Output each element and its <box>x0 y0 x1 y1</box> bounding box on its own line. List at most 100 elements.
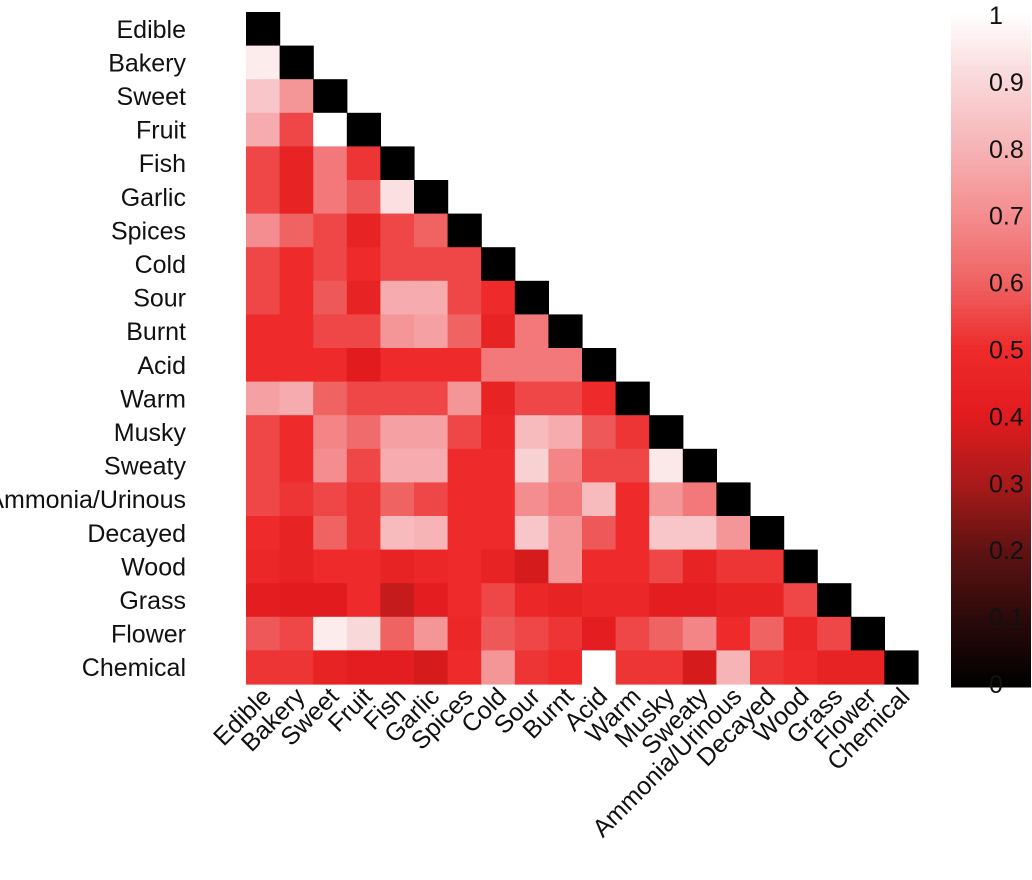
colorbar-segment <box>951 61 1031 67</box>
heatmap-cell-acid-sweet <box>313 348 348 383</box>
y-label-ammonia-urinous: Ammonia/Urinous <box>0 486 186 514</box>
heatmap-cell-bakery-edible <box>246 45 281 80</box>
heatmap-cell-sweaty-burnt <box>548 448 583 483</box>
colorbar-segment <box>951 12 1031 17</box>
heatmap-cell-wood-fruit <box>346 549 381 584</box>
heatmap-cell-musky-cold <box>481 415 516 450</box>
y-label-chemical: Chemical <box>82 654 186 682</box>
heatmap-cell-garlic-edible <box>246 180 281 215</box>
heatmap-cell-decayed-fruit <box>346 516 381 551</box>
heatmap-cell-grass-ammonia-urinous <box>716 583 751 618</box>
heatmap-cell-flower-sweet <box>313 616 348 651</box>
heatmap-cell-flower-fruit <box>346 616 381 651</box>
heatmap-cell-warm-fruit <box>346 381 381 416</box>
heatmap-cell-sour-bakery <box>279 280 314 315</box>
colorbar-tick-0-2: 0.2 <box>989 537 1024 565</box>
colorbar-segment <box>951 673 1031 679</box>
heatmap-cell-ammonia-urinous-musky <box>649 482 684 517</box>
heatmap-cells <box>246 12 919 685</box>
heatmap-cell-flower-burnt <box>548 616 583 651</box>
colorbar-segment <box>951 210 1031 215</box>
heatmap-cell-sweaty-cold <box>481 448 516 483</box>
heatmap-cell-decayed-decayed <box>750 516 785 551</box>
colorbar-segment <box>951 664 1031 670</box>
heatmap-cell-burnt-burnt <box>548 314 583 349</box>
heatmap-cell-grass-sweet <box>313 583 348 618</box>
heatmap-cell-grass-sweaty <box>682 583 717 618</box>
y-label-sweet: Sweet <box>117 83 187 111</box>
heatmap-cell-sweaty-sour <box>514 448 549 483</box>
heatmap-cell-decayed-ammonia-urinous <box>716 516 751 551</box>
colorbar-segment <box>951 619 1031 625</box>
heatmap-cell-burnt-sweet <box>313 314 348 349</box>
heatmap-cell-cold-edible <box>246 247 281 282</box>
heatmap-cell-flower-ammonia-urinous <box>716 616 751 651</box>
heatmap-cell-decayed-sour <box>514 516 549 551</box>
y-label-musky: Musky <box>114 419 187 447</box>
colorbar-segment <box>951 466 1031 472</box>
colorbar-segment <box>951 430 1031 436</box>
heatmap-cell-musky-spices <box>447 415 482 450</box>
colorbar-segment <box>951 421 1031 427</box>
colorbar-segment <box>951 385 1031 391</box>
colorbar-segment <box>951 219 1031 224</box>
colorbar-segment <box>951 484 1031 490</box>
colorbar-segment <box>951 174 1031 179</box>
colorbar-segment <box>951 651 1031 656</box>
colorbar-segment <box>951 322 1031 328</box>
heatmap-cell-decayed-fish <box>380 516 415 551</box>
colorbar-segment <box>951 192 1031 197</box>
colorbar-segment <box>951 66 1031 71</box>
heatmap-cell-sour-sweet <box>313 280 348 315</box>
colorbar-segment <box>951 390 1031 395</box>
colorbar-segment <box>951 439 1031 445</box>
heatmap-cell-decayed-spices <box>447 516 482 551</box>
heatmap-cell-grass-bakery <box>279 583 314 618</box>
heatmap-cell-sweaty-spices <box>447 448 482 483</box>
heatmap-cell-burnt-spices <box>447 314 482 349</box>
colorbar-segment <box>951 129 1031 134</box>
colorbar-segment <box>951 133 1031 139</box>
heatmap-cell-ammonia-urinous-spices <box>447 482 482 517</box>
heatmap-cell-decayed-sweet <box>313 516 348 551</box>
heatmap-cell-sweaty-musky <box>649 448 684 483</box>
colorbar-segment <box>951 268 1031 274</box>
heatmap-cell-sour-fruit <box>346 280 381 315</box>
heatmap-cell-garlic-fruit <box>346 180 381 215</box>
heatmap-cell-wood-sweet <box>313 549 348 584</box>
colorbar-segment <box>951 552 1031 557</box>
heatmap-cell-grass-sour <box>514 583 549 618</box>
colorbar-segment <box>951 381 1031 386</box>
colorbar-tick-1: 1 <box>989 2 1003 30</box>
colorbar-segment <box>951 183 1031 188</box>
colorbar-segment <box>951 300 1031 305</box>
heatmap-cell-chemical-burnt <box>548 650 583 685</box>
heatmap-cell-acid-bakery <box>279 348 314 383</box>
colorbar-tick-0-6: 0.6 <box>989 270 1024 298</box>
colorbar-segment <box>951 111 1031 116</box>
heatmap-cell-wood-acid <box>582 549 617 584</box>
heatmap-cell-sweaty-fish <box>380 448 415 483</box>
heatmap-cell-flower-sweaty <box>682 616 717 651</box>
colorbar-tick-labels: 1 0.9 0.8 0.7 0.6 0.5 0.4 0.3 0.2 0.1 0 <box>989 2 1024 699</box>
colorbar-segment <box>951 52 1031 58</box>
colorbar-segment <box>951 237 1031 242</box>
colorbar-segment <box>951 228 1031 233</box>
colorbar-segment <box>951 264 1031 269</box>
y-label-sour: Sour <box>133 285 186 313</box>
heatmap-cell-chemical-fruit <box>346 650 381 685</box>
heatmap-cell-flower-spices <box>447 616 482 651</box>
colorbar-segment <box>951 655 1031 661</box>
heatmap-cell-ammonia-urinous-fish <box>380 482 415 517</box>
colorbar-segment <box>951 592 1031 598</box>
colorbar-segment <box>951 367 1031 373</box>
colorbar-segment <box>951 304 1031 310</box>
colorbar-segment <box>951 277 1031 283</box>
heatmap-cell-sour-edible <box>246 280 281 315</box>
colorbar-segment <box>951 313 1031 319</box>
heatmap-cell-ammonia-urinous-acid <box>582 482 617 517</box>
colorbar-segment <box>951 394 1031 400</box>
colorbar-segment <box>951 534 1031 539</box>
colorbar-segment <box>951 624 1031 629</box>
colorbar-segment <box>951 178 1031 184</box>
